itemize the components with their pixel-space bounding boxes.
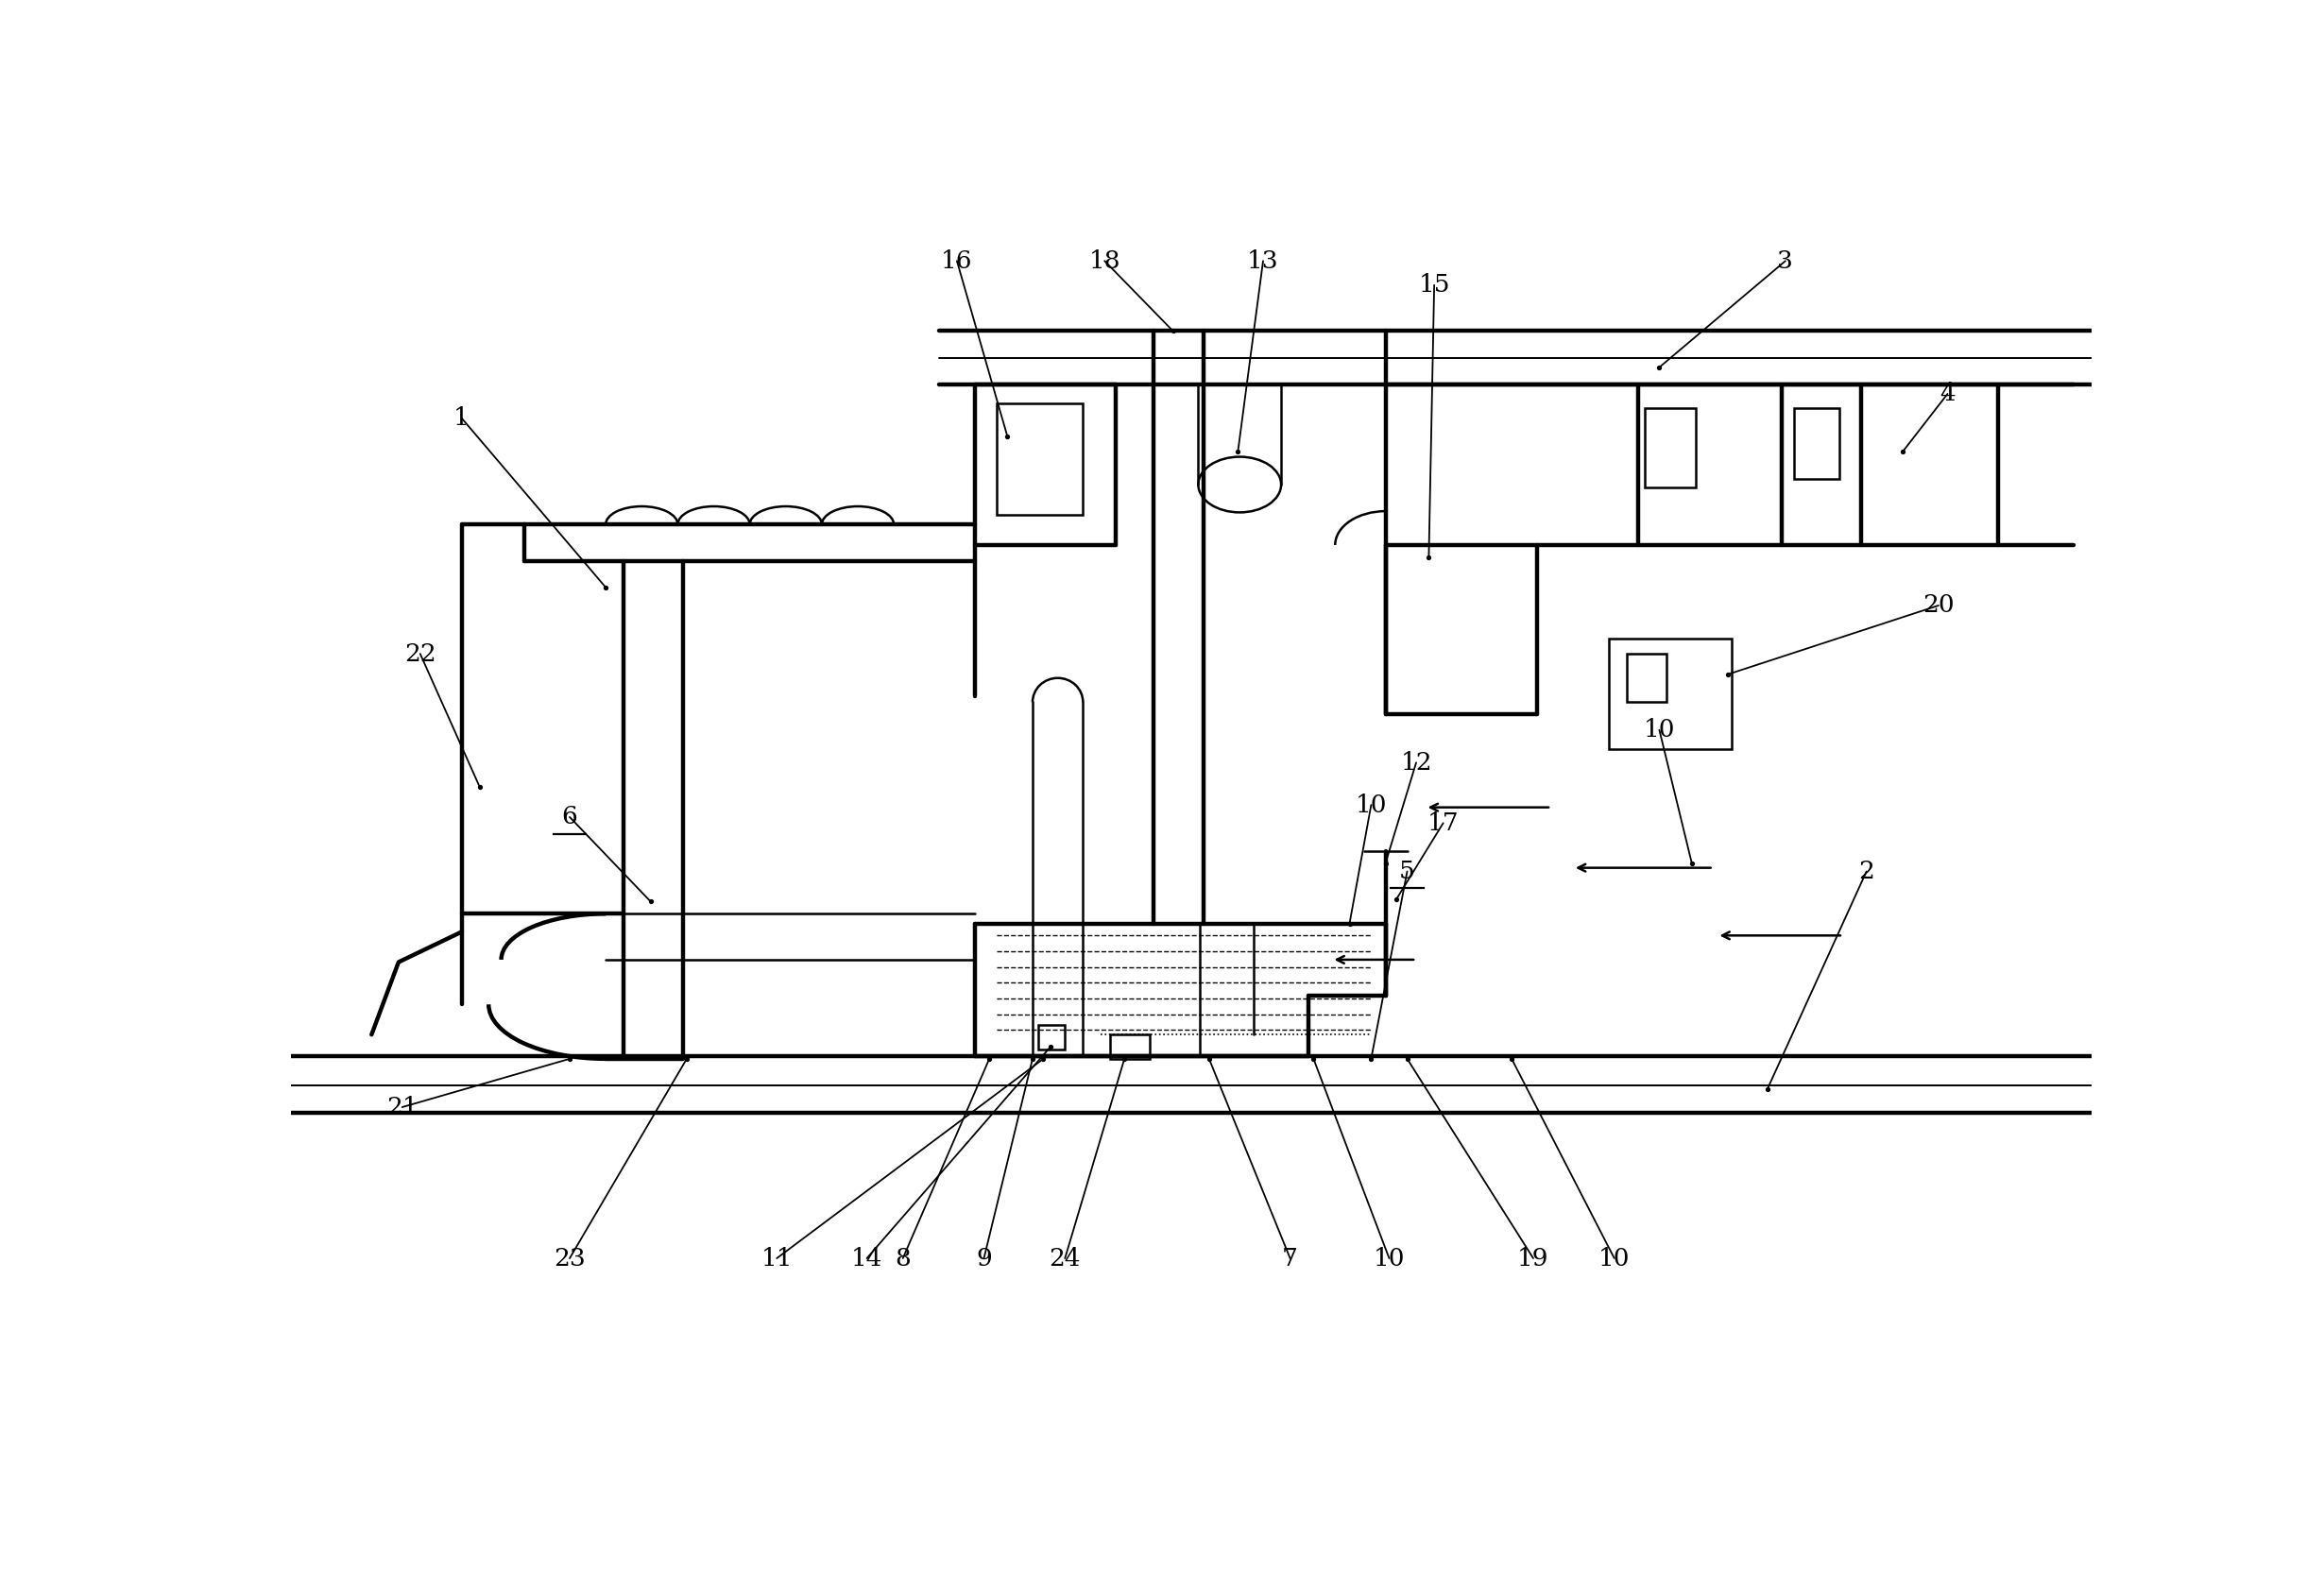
- Text: 12: 12: [1401, 750, 1432, 774]
- Bar: [1111, 1035, 1150, 1058]
- Text: 3: 3: [1778, 250, 1794, 273]
- Text: 22: 22: [404, 642, 437, 666]
- Bar: [1627, 653, 1666, 702]
- Bar: [997, 403, 1083, 515]
- Text: 4: 4: [1941, 382, 1954, 405]
- Text: 11: 11: [760, 1247, 792, 1270]
- Text: 18: 18: [1088, 250, 1120, 273]
- Text: 10: 10: [1373, 1247, 1406, 1270]
- Text: 9: 9: [976, 1247, 992, 1270]
- Text: 19: 19: [1518, 1247, 1550, 1270]
- Text: 16: 16: [941, 250, 974, 273]
- Text: 8: 8: [895, 1247, 911, 1270]
- Text: 13: 13: [1248, 250, 1278, 273]
- Text: 14: 14: [851, 1247, 883, 1270]
- Bar: [1039, 1025, 1064, 1049]
- Text: 23: 23: [553, 1247, 586, 1270]
- Text: 1: 1: [453, 407, 469, 430]
- Text: 10: 10: [1599, 1247, 1629, 1270]
- Text: 7: 7: [1283, 1247, 1299, 1270]
- Text: 17: 17: [1427, 812, 1459, 835]
- Text: 20: 20: [1922, 593, 1954, 617]
- Text: 6: 6: [562, 805, 579, 829]
- Text: 21: 21: [386, 1096, 418, 1119]
- Text: 10: 10: [1643, 717, 1676, 741]
- Bar: [1794, 408, 1841, 479]
- Text: 5: 5: [1399, 860, 1415, 884]
- Text: 10: 10: [1355, 793, 1387, 816]
- Text: 15: 15: [1418, 273, 1450, 297]
- Bar: [1645, 408, 1697, 487]
- Text: 24: 24: [1048, 1247, 1081, 1270]
- Text: 2: 2: [1859, 860, 1875, 884]
- Bar: [1608, 637, 1731, 749]
